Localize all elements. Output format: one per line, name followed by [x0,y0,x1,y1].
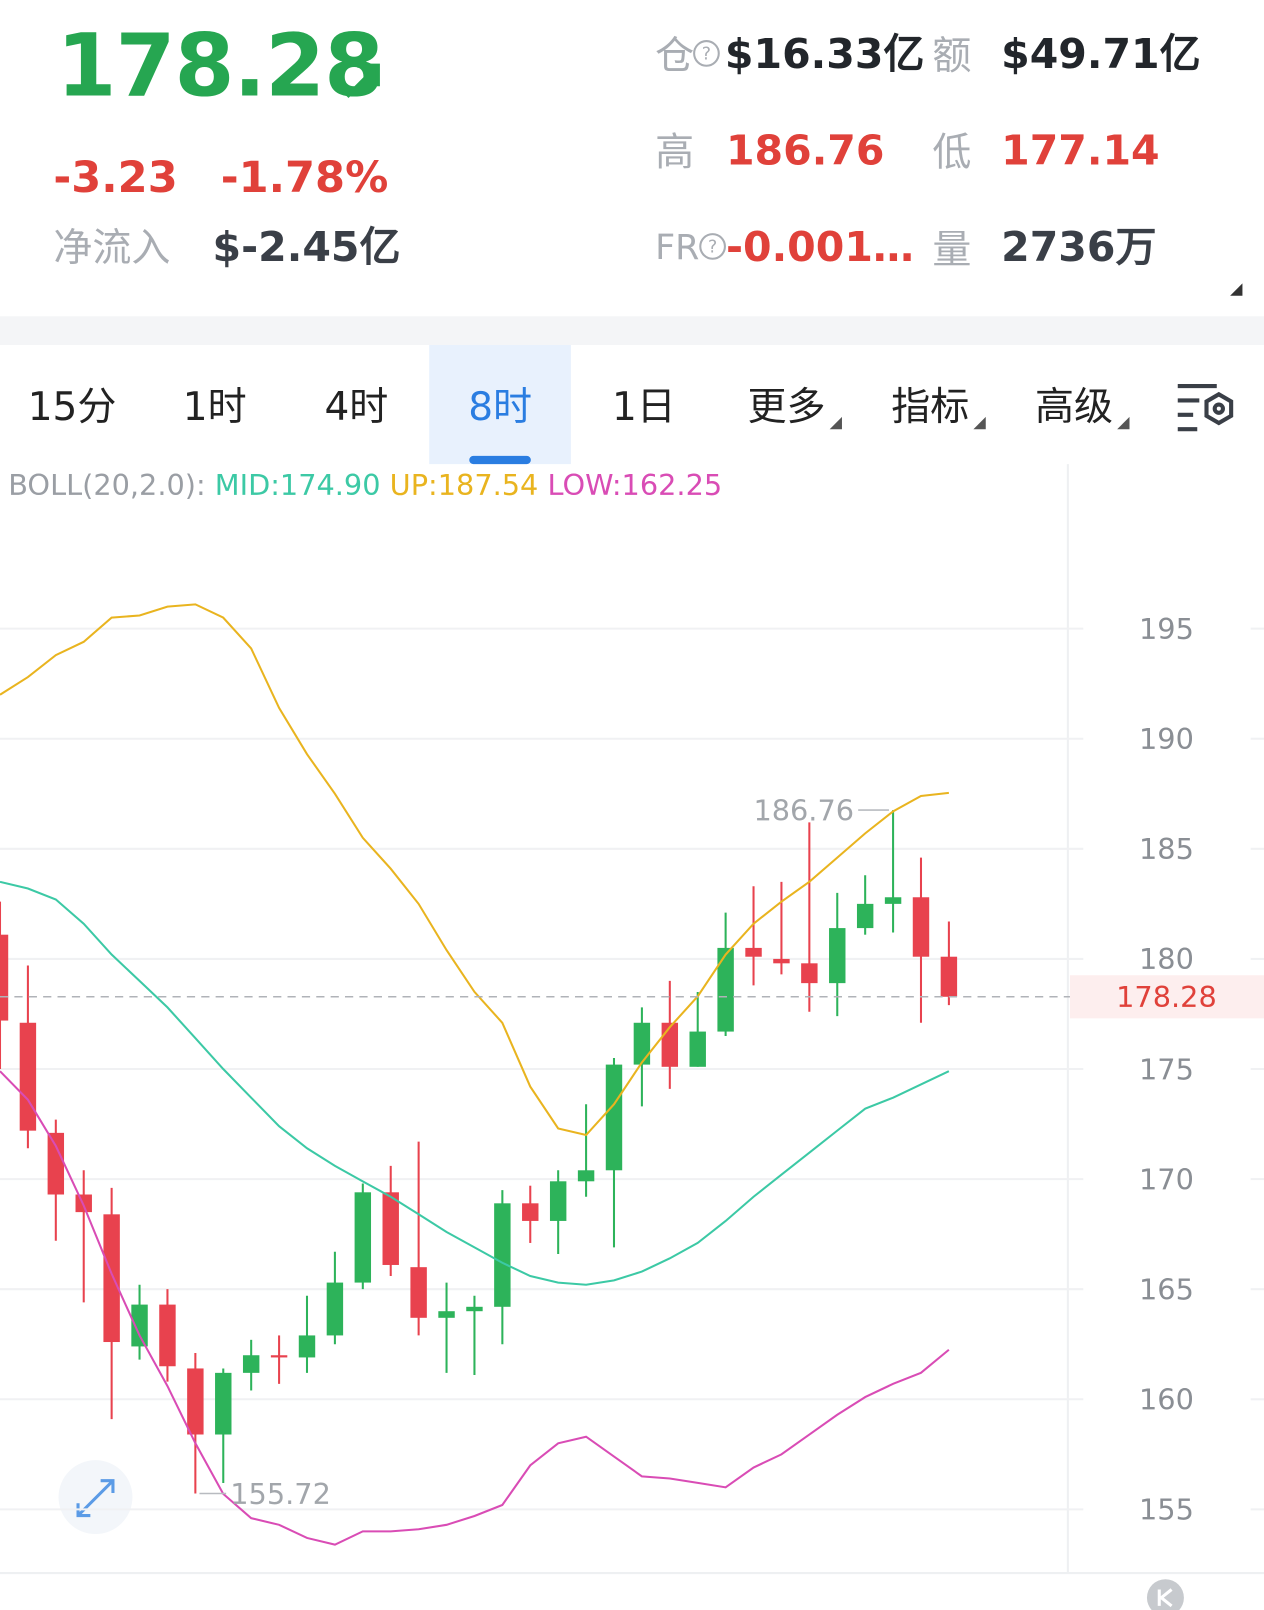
svg-text:?: ? [708,238,717,258]
candle-body [494,1203,511,1307]
legend: BOLL(20,2.0): MID:174.90 UP:187.54 LOW:1… [8,471,722,500]
y-tick-label: 180 [1139,942,1194,976]
y-tick-label: 160 [1139,1383,1194,1417]
high-label: 186.76 [753,793,854,827]
boll-line [0,1070,950,1546]
candle-body [47,1132,65,1195]
candle-body [661,1022,679,1067]
candle-body [856,903,874,929]
tab[interactable]: 更多 [747,384,826,430]
y-tick-label: 185 [1139,832,1194,866]
tab[interactable]: 15分 [27,384,117,430]
candle-body [549,1181,567,1221]
expand-button[interactable] [58,1460,133,1535]
stat-value: -0.001… [725,223,914,272]
tab[interactable]: 1日 [611,384,676,430]
current-price-label: 178.28 [1116,980,1217,1014]
candle-body [131,1304,148,1347]
help-icon[interactable]: ? [692,39,723,70]
candle-body [354,1192,372,1283]
y-tick-label: 170 [1139,1162,1194,1196]
candle-body [829,928,846,984]
candle-body [0,934,9,1021]
candle-body [466,1306,483,1312]
dropdown-icon [973,416,986,430]
stat-value: 177.14 [1001,127,1160,175]
candle-body [884,897,902,904]
candle-body [215,1372,232,1435]
legend-item: UP:187.54 [389,468,539,503]
help-icon[interactable]: ? [698,232,729,263]
candle-body [773,958,790,964]
candle-body [382,1192,399,1265]
candle-body [522,1203,539,1221]
legend-item: LOW:162.25 [547,468,723,503]
tab[interactable]: 8时 [468,384,533,430]
k-button[interactable] [1146,1579,1184,1610]
stat-value: 186.76 [725,127,885,175]
candle-body [717,947,734,1032]
y-tick-label: 165 [1139,1272,1194,1306]
y-tick-label: 175 [1139,1052,1194,1086]
stat-label: FR [655,226,700,268]
separator [0,316,1264,346]
candle-body [912,897,930,957]
stat-label: 额 [932,32,972,79]
change-pct: -1.78% [220,151,389,203]
candle-body [633,1022,651,1065]
candle-body [187,1368,204,1435]
y-tick-label: 190 [1139,722,1194,756]
selected-tab-bg [429,345,571,465]
candle-body [298,1335,316,1358]
stat-label: 高 [655,129,695,175]
trend-arrow [345,63,380,98]
candle-body [801,963,818,984]
candle-body [745,947,762,957]
dropdown-icon [829,416,842,430]
tab[interactable]: 4时 [324,384,389,430]
stat-label: 低 [932,129,972,175]
dropdown-icon [1117,416,1130,430]
candle-body [103,1214,120,1343]
change: -3.23 [53,151,178,203]
stat-label: 仓 [655,32,695,79]
current-price-bg [1069,975,1264,1019]
candle-body [270,1355,288,1358]
net-inflow-label: 净流入 [53,224,171,271]
collapse-icon[interactable] [1230,283,1243,296]
boll-line [0,603,949,1137]
low-label: 155.72 [230,1477,331,1511]
tab[interactable]: 高级 [1035,384,1114,430]
candle-body [410,1267,427,1318]
legend-title: BOLL(20,2.0): [8,468,206,503]
stat-value: $49.71亿 [1001,30,1201,79]
candle-body [940,956,958,997]
candle-body [689,1031,706,1067]
stat-value: 2736万 [1001,223,1157,272]
candle-body [242,1355,260,1373]
candle-body [326,1282,344,1336]
candle-body [19,1022,37,1131]
boll-line [0,880,950,1286]
net-inflow: $-2.45亿 [212,223,401,272]
tab[interactable]: 1时 [182,384,247,430]
candle-body [438,1311,455,1318]
y-tick-label: 195 [1139,612,1194,646]
candle-body [159,1304,176,1367]
tab[interactable]: 指标 [891,384,970,430]
stat-label: 量 [932,226,972,273]
chart-settings-icon[interactable] [1177,384,1234,432]
stat-value: $16.33亿 [724,30,925,79]
svg-text:?: ? [702,45,711,65]
price: 178.28 [56,15,384,117]
candle-body [577,1170,595,1182]
y-tick-label: 155 [1139,1493,1194,1527]
candle-body [605,1064,623,1171]
selected-tab-indicator [469,455,531,465]
legend-item: MID:174.90 [214,468,381,503]
